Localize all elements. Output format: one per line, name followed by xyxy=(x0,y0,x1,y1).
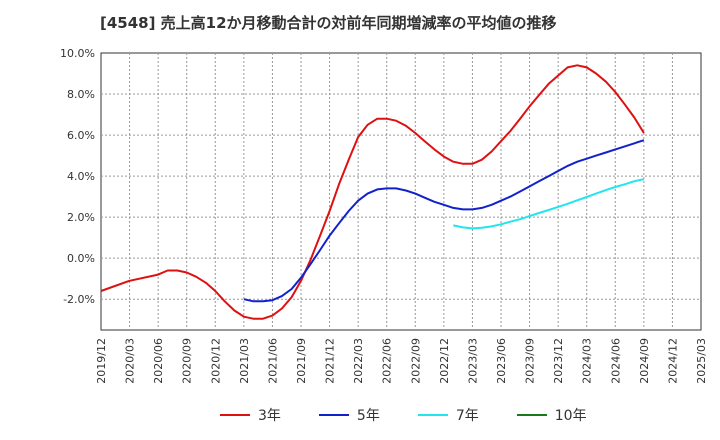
legend-item: 3年 xyxy=(220,405,281,425)
y-tick-label: 6.0% xyxy=(67,129,95,142)
series-line-5年 xyxy=(243,139,645,303)
y-tick-label: -2.0% xyxy=(63,293,95,306)
x-tick-label: 2024/12 xyxy=(666,338,679,384)
x-tick-label: 2022/06 xyxy=(381,338,394,384)
x-tick-label: 2024/09 xyxy=(638,338,651,384)
legend-item: 7年 xyxy=(417,405,479,425)
x-tick-label: 2022/03 xyxy=(352,338,365,384)
series-line-3年 xyxy=(100,64,645,320)
x-tick-label: 2023/03 xyxy=(466,338,479,384)
series-line-7年 xyxy=(453,178,645,230)
x-tick-label: 2020/03 xyxy=(124,338,137,384)
x-tick-label: 2023/12 xyxy=(552,338,565,384)
x-tick-label: 2019/12 xyxy=(95,338,108,384)
legend-swatch xyxy=(516,414,547,416)
legend-label: 3年 xyxy=(258,408,281,424)
x-tick-label: 2021/09 xyxy=(295,338,308,384)
legend-item: 10年 xyxy=(516,405,587,425)
y-tick-label: 4.0% xyxy=(67,170,95,183)
legend-item: 5年 xyxy=(318,405,380,425)
x-tick-label: 2023/09 xyxy=(524,338,537,384)
legend-label: 7年 xyxy=(455,408,479,424)
x-tick-label: 2022/09 xyxy=(409,338,422,384)
plot-area xyxy=(100,52,702,331)
x-tick-label: 2020/06 xyxy=(152,338,165,384)
x-tick-label: 2021/12 xyxy=(324,338,337,384)
chart-title: [4548] 売上高12か月移動合計の対前年同期増減率の平均値の推移 xyxy=(100,14,557,32)
legend-swatch xyxy=(417,414,448,416)
y-tick-label: 10.0% xyxy=(60,47,95,60)
x-tick-label: 2024/06 xyxy=(609,338,622,384)
y-tick-label: 0.0% xyxy=(67,252,95,265)
x-tick-label: 2023/06 xyxy=(495,338,508,384)
legend-label: 10年 xyxy=(554,408,587,424)
legend-swatch xyxy=(220,414,250,416)
x-tick-label: 2020/12 xyxy=(209,338,222,384)
x-tick-label: 2020/09 xyxy=(181,338,194,384)
y-tick-label: 2.0% xyxy=(67,211,95,224)
x-tick-label: 2025/03 xyxy=(695,338,708,384)
x-tick-label: 2022/12 xyxy=(438,338,451,384)
x-tick-label: 2021/06 xyxy=(266,338,279,384)
chart-legend: 3年 5年 7年 10年 xyxy=(220,405,587,425)
legend-swatch xyxy=(318,414,349,416)
y-tick-label: 8.0% xyxy=(67,88,95,101)
x-tick-label: 2021/03 xyxy=(238,338,251,384)
x-tick-label: 2024/03 xyxy=(581,338,594,384)
legend-label: 5年 xyxy=(356,408,380,424)
